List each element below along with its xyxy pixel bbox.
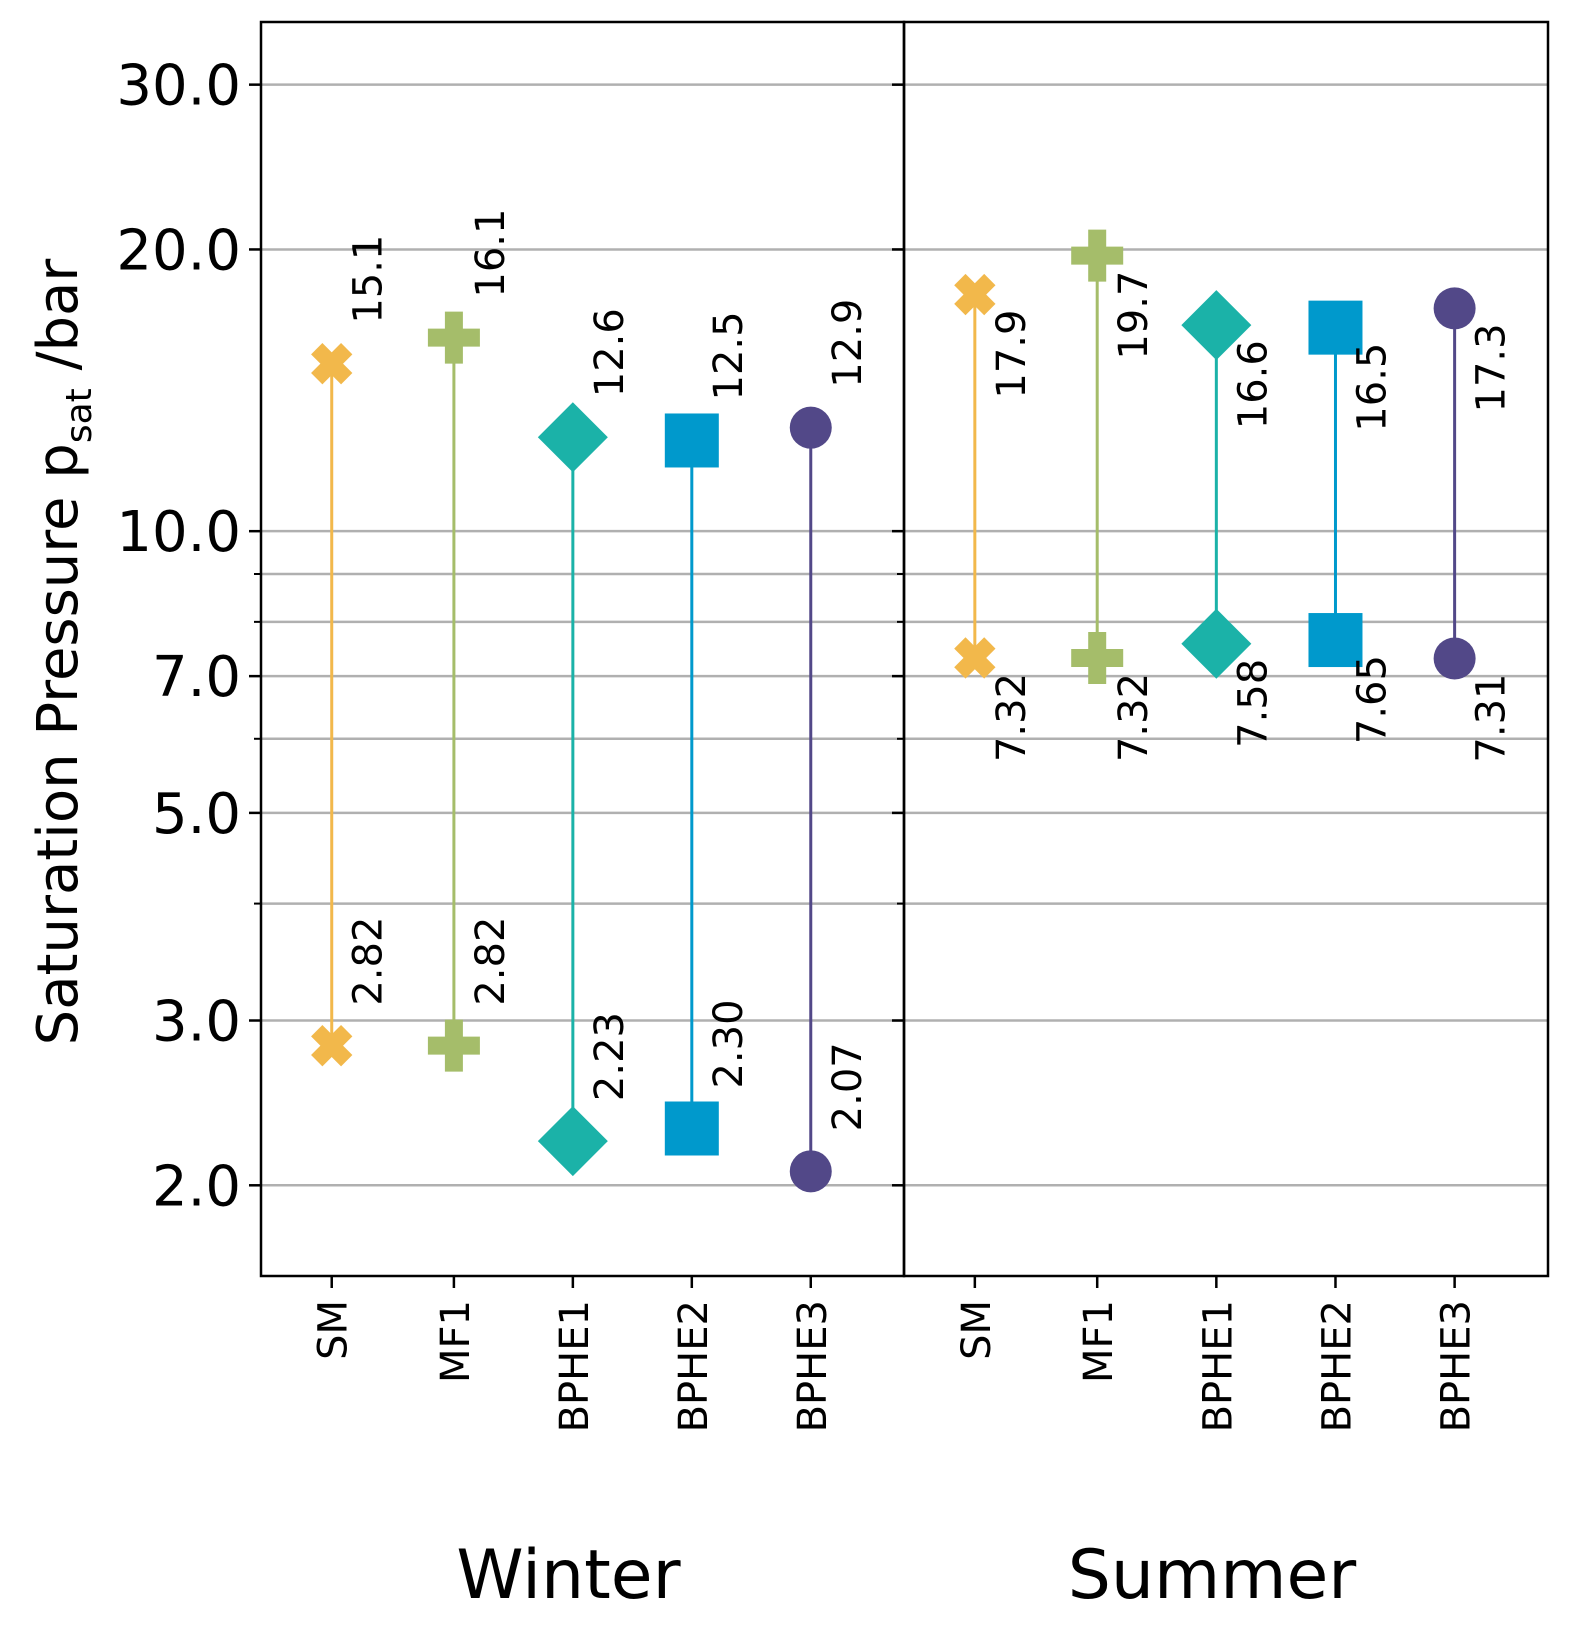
high-value-label-summer-sm: 17.9	[989, 310, 1035, 399]
high-marker-winter-mf1-plus-icon	[427, 311, 480, 364]
y-axis-title: Saturation Pressure psat /bar	[26, 258, 100, 1046]
low-value-label-winter-bphe2: 2.30	[706, 999, 752, 1088]
low-marker-summer-bphe3-circle-icon	[1433, 637, 1476, 680]
high-marker-summer-bphe2-square-icon	[1308, 300, 1363, 355]
low-marker-summer-bphe1-diamond-icon	[1181, 608, 1252, 679]
x-icon-stroke	[954, 637, 996, 679]
low-marker-winter-sm-x-icon	[311, 1025, 353, 1067]
y-tick-label: 3.0	[152, 990, 241, 1055]
x-tick-label-summer-bphe1: BPHE1	[1195, 1300, 1241, 1432]
data-layer	[311, 229, 1476, 1193]
low-value-label-summer-bphe3: 7.31	[1469, 674, 1515, 763]
high-value-label-summer-bphe2: 16.5	[1349, 343, 1395, 432]
low-value-label-summer-sm: 7.32	[989, 673, 1035, 762]
high-value-label-winter-sm: 15.1	[346, 235, 392, 324]
x-tick-label-summer-mf1: MF1	[1076, 1300, 1122, 1383]
x-icon-stroke	[311, 1025, 353, 1067]
x-icon-stroke	[954, 273, 996, 316]
high-value-label-summer-bphe3: 17.3	[1469, 323, 1515, 412]
low-value-label-winter-bphe3: 2.07	[825, 1042, 871, 1131]
x-tick-label-winter-bphe1: BPHE1	[552, 1300, 598, 1432]
high-marker-summer-bphe3-circle-icon	[1433, 287, 1476, 330]
high-marker-winter-bphe3-circle-icon	[789, 406, 832, 449]
x-tick-label-summer-bphe3: BPHE3	[1434, 1300, 1480, 1432]
low-marker-winter-bphe1-diamond-icon	[537, 1106, 608, 1177]
low-value-label-summer-bphe2: 7.65	[1349, 655, 1395, 744]
text-layer: 2.0 3.0 5.0 7.0 10.0 20.0 30.0 15.1 2.82 SM 16.1 2.…	[26, 54, 1515, 1615]
high-marker-summer-sm-x-icon	[954, 273, 996, 316]
low-value-label-winter-sm: 2.82	[346, 917, 392, 1006]
x-tick-label-winter-sm: SM	[311, 1300, 357, 1360]
low-marker-summer-bphe2-square-icon	[1308, 613, 1363, 668]
high-marker-winter-bphe1-diamond-icon	[537, 402, 608, 473]
high-marker-summer-bphe1-diamond-icon	[1181, 290, 1252, 361]
high-value-label-summer-bphe1: 16.6	[1230, 340, 1276, 429]
x-tick-label-winter-bphe2: BPHE2	[671, 1300, 717, 1432]
y-tick-label: 2.0	[152, 1154, 241, 1219]
high-value-label-winter-bphe3: 12.9	[825, 299, 871, 388]
low-value-label-winter-bphe1: 2.23	[587, 1012, 633, 1101]
y-axis-title-unit: /bar	[26, 258, 91, 389]
x-icon-stroke	[311, 343, 353, 385]
low-marker-winter-bphe3-circle-icon	[789, 1150, 832, 1193]
low-marker-winter-mf1-plus-icon	[427, 1019, 480, 1072]
y-axis-title-subscript: sat	[59, 388, 100, 443]
y-tick-label: 20.0	[116, 218, 241, 283]
x-tick-label-winter-bphe3: BPHE3	[790, 1300, 836, 1432]
low-marker-summer-sm-x-icon	[954, 637, 996, 679]
frame-layer	[249, 20, 1550, 1288]
low-value-label-summer-mf1: 7.32	[1111, 673, 1157, 762]
panel-frame-summer	[902, 20, 1550, 1278]
y-tick-label: 7.0	[152, 645, 241, 710]
y-tick-label: 5.0	[152, 782, 241, 847]
panel-label-summer: Summer	[1068, 1536, 1357, 1615]
x-tick-label-summer-bphe2: BPHE2	[1314, 1300, 1360, 1432]
high-value-label-winter-mf1: 16.1	[468, 209, 514, 298]
y-axis-title-main: Saturation Pressure p	[26, 443, 91, 1045]
panel-frame-winter	[259, 20, 906, 1278]
y-tick-label: 10.0	[116, 500, 241, 565]
high-value-label-summer-mf1: 19.7	[1111, 271, 1157, 360]
low-value-label-winter-mf1: 2.82	[468, 917, 514, 1006]
high-marker-summer-mf1-plus-icon	[1071, 229, 1124, 282]
panel-label-winter: Winter	[456, 1536, 680, 1615]
x-tick-label-summer-sm: SM	[954, 1300, 1000, 1360]
x-tick-label-winter-mf1: MF1	[433, 1300, 479, 1383]
y-tick-label: 30.0	[116, 54, 241, 119]
low-value-label-summer-bphe1: 7.58	[1230, 659, 1276, 748]
high-value-label-winter-bphe1: 12.6	[587, 308, 633, 397]
low-marker-winter-bphe2-square-icon	[664, 1101, 719, 1156]
low-marker-summer-mf1-plus-icon	[1071, 631, 1124, 684]
high-value-label-winter-bphe2: 12.5	[706, 311, 752, 400]
high-marker-winter-bphe2-square-icon	[664, 413, 719, 468]
high-marker-winter-sm-x-icon	[311, 343, 353, 385]
